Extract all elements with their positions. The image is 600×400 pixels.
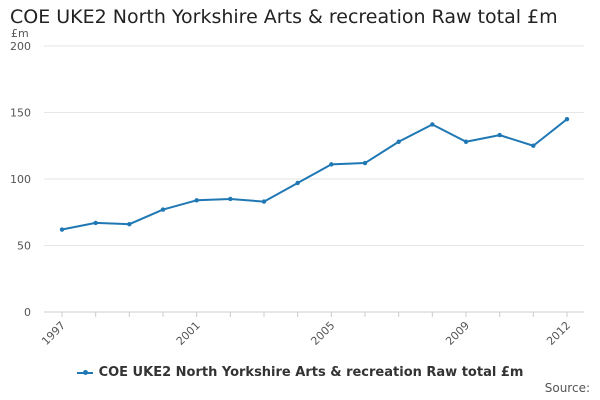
legend[interactable]: COE UKE2 North Yorkshire Arts & recreati…: [0, 365, 600, 380]
grid-lines: [44, 45, 584, 313]
data-point-2007: [396, 139, 401, 144]
legend-label: COE UKE2 North Yorkshire Arts & recreati…: [98, 365, 524, 380]
data-point-2004: [295, 180, 300, 186]
legend-swatch: [76, 369, 93, 375]
x-axis: 1997 2001 2005 2009 2012: [39, 312, 573, 348]
y-tick-label-50: 50: [17, 240, 31, 253]
x-tick-label-2009: 2009: [443, 319, 472, 348]
data-point-2012: [564, 116, 570, 122]
series-line-0: [61, 118, 568, 231]
data-point-2005: [329, 162, 334, 167]
data-point-1998: [93, 220, 98, 226]
y-tick-label-200: 200: [10, 40, 31, 53]
data-point-2011: [531, 143, 536, 148]
data-point-1997: [59, 227, 65, 232]
y-tick-label-0: 0: [24, 306, 31, 319]
data-point-2003: [261, 199, 267, 204]
data-point-2001: [194, 198, 199, 203]
data-point-2006: [362, 160, 368, 166]
y-tick-label-100: 100: [10, 173, 31, 186]
data-point-1999: [127, 222, 132, 227]
y-axis: 0 50 100 150 200£m: [10, 27, 31, 319]
series-group: [59, 116, 570, 232]
x-tick-label-2012: 2012: [544, 319, 573, 348]
data-point-2010: [497, 132, 502, 138]
data-point-2008: [430, 122, 435, 127]
y-tick-label-150: 150: [10, 107, 31, 120]
data-point-2000: [160, 207, 166, 212]
source-label: Source:: [544, 381, 590, 395]
data-point-2002: [228, 196, 233, 202]
x-tick-label-2005: 2005: [308, 319, 337, 348]
data-point-2009: [463, 139, 469, 144]
x-tick-label-2001: 2001: [174, 319, 203, 348]
y-axis-label: £m: [11, 27, 29, 40]
chart-title: COE UKE2 North Yorkshire Arts & recreati…: [10, 6, 558, 28]
x-tick-label-1997: 1997: [39, 319, 68, 348]
